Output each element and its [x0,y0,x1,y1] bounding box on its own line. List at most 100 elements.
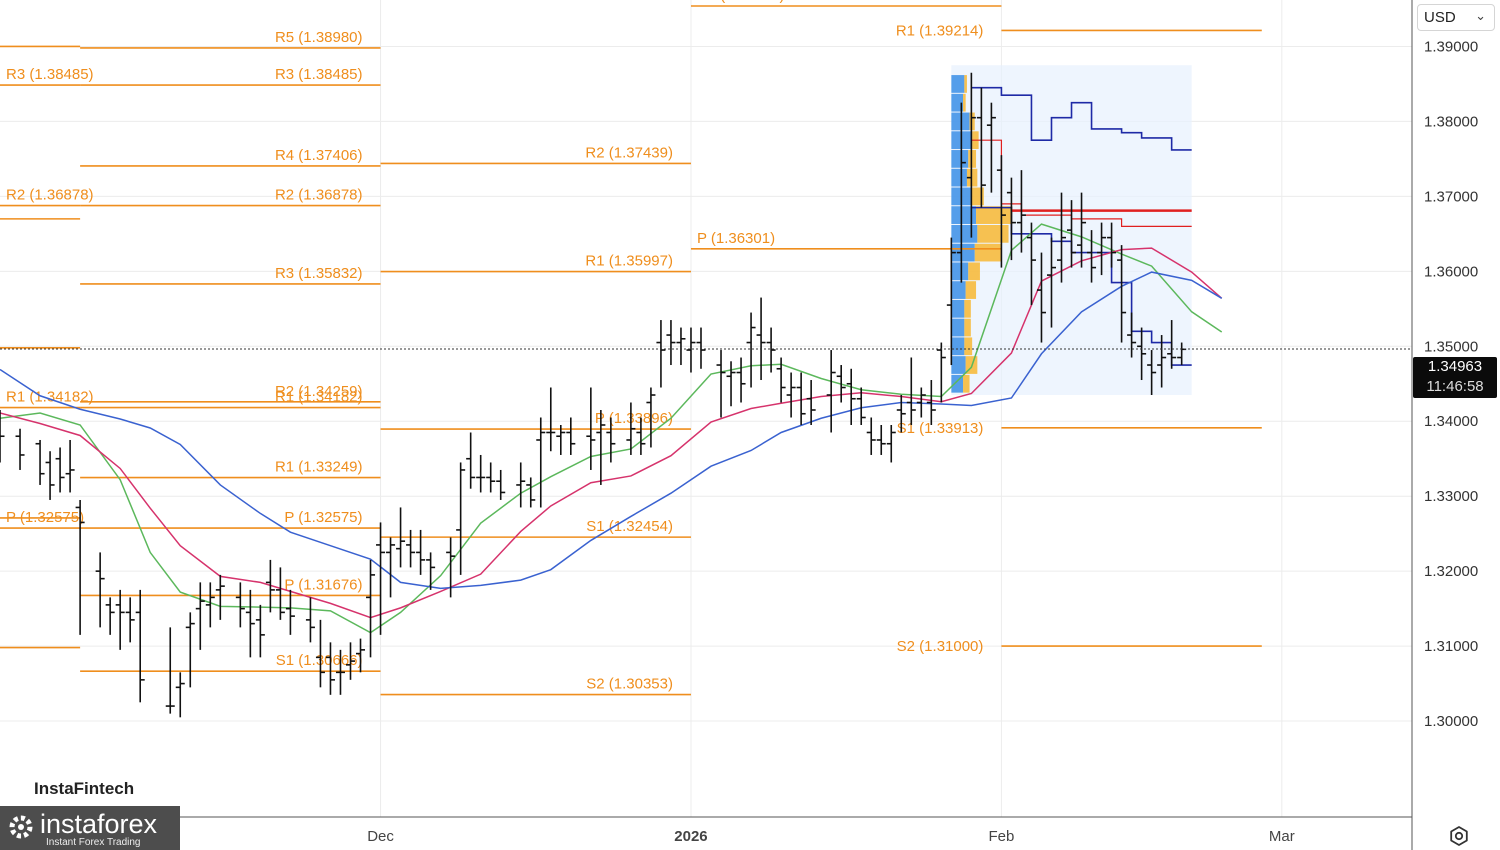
pivot-label: R4 (1.37406) [275,147,363,164]
ohlc-bar [426,552,436,590]
value-area-high-line [971,86,1192,151]
ohlc-bar [115,589,125,650]
ohlc-bar [125,597,135,643]
pivot-label: P (1.31676) [284,576,362,593]
volume-profile-bar [964,337,973,356]
ohlc-bar [45,451,55,500]
volume-profile-bar [974,243,1001,262]
ohlc-bar [536,417,546,508]
ohlc-bar [1147,350,1157,396]
volume-profile-bar [951,206,977,224]
ohlc-bar [596,409,606,485]
ohlc-bar [215,574,225,620]
ohlc-bar [526,477,536,508]
price-bars [0,72,1187,718]
ohlc-bar [926,380,936,425]
volume-profile-bar [951,281,966,299]
volume-profile-bar [951,374,964,393]
ohlc-bar [556,424,566,455]
pivot-label: R1 (1.35997) [585,253,673,270]
ohlc-bar [956,102,966,283]
volume-profile-bar [951,337,965,356]
ohlc-bar [396,507,406,568]
volume-profile-bar [951,150,969,168]
ohlc-bar [546,387,556,452]
ohlc-bar [466,432,476,489]
instaforex-logo: instaforex Instant Forex Trading [0,806,180,850]
volume-profile-bar [976,206,1013,224]
ohlc-bar [456,462,466,575]
x-tick-label: 2026 [674,828,707,845]
ohlc-bar [416,529,426,575]
ohlc-bar [1167,320,1177,369]
pivot-label: R3 (1.35832) [275,265,363,282]
volume-profile-bar [951,112,970,131]
pivot-label: S2 (1.31000) [897,638,984,655]
y-tick-label: 1.31000 [1424,638,1478,655]
y-tick-label: 1.37000 [1424,188,1478,205]
ohlc-bar [726,361,736,407]
ohlc-bar [496,469,506,500]
ohlc-bar [285,589,295,635]
instaforex-mark-icon [9,815,33,839]
ohlc-bar [406,529,416,568]
ohlc-bar [1036,252,1046,343]
ohlc-bar [486,462,496,493]
ohlc-bar [335,649,345,695]
ohlc-bar [516,462,526,508]
ohlc-bar [586,387,596,470]
ohlc-bar [976,87,986,208]
ma-mid-line [0,247,1223,619]
ohlc-bar [35,439,45,485]
volume-profile-bar [951,262,969,281]
pivot-label: S1 (1.33913) [897,420,984,437]
ohlc-bar [1046,237,1056,328]
instafintech-logo: InstaFintech [20,773,156,805]
volume-profile-bar [964,75,967,93]
ohlc-bar [1127,312,1137,358]
ohlc-bar [856,387,866,425]
pivot-label: R2 (1.36878) [6,187,94,204]
y-tick-label: 1.36000 [1424,263,1478,280]
ohlc-bar [1016,170,1026,253]
ohlc-bar [356,638,366,673]
ohlc-bar [656,320,666,388]
chevron-down-icon: ⌄ [1475,8,1486,23]
ohlc-bar [1137,327,1147,381]
ohlc-bar [646,387,656,448]
ohlc-bar [315,619,325,688]
instaforex-tagline: Instant Forex Trading [46,837,141,848]
volume-profile-bar [951,318,965,337]
ohlc-bar [966,72,976,238]
ohlc-bar [696,327,706,369]
ohlc-bar [766,327,776,373]
ohlc-bar [606,417,616,463]
y-tick-label: 1.33000 [1424,488,1478,505]
pivot-label: R1 (1.39214) [896,22,984,39]
current-price-tag: 1.34963 11:46:58 [1413,357,1497,398]
ohlc-bar [686,327,696,373]
ohlc-bar [205,582,215,628]
ohlc-bar [55,447,65,493]
pivot-label: R3 (1.38485) [6,66,94,83]
ohlc-bar [446,537,456,598]
ohlc-bar [866,417,876,455]
pivot-label: R3 (1.39540) [697,0,785,4]
ohlc-bar [836,365,846,403]
pivot-label: P (1.32575) [284,509,362,526]
ohlc-bar [1117,245,1127,343]
settings-icon[interactable] [1447,824,1471,848]
ohlc-bar [946,237,956,366]
ohlc-bar [936,342,946,403]
ohlc-bar [916,387,926,418]
ohlc-bar [676,327,686,366]
ohlc-bar [1087,230,1097,283]
currency-select[interactable]: USD ⌄ [1417,4,1495,31]
ohlc-bar [626,402,636,455]
ohlc-bar [195,582,205,650]
y-tick-label: 1.34000 [1424,413,1478,430]
ohlc-bar [896,395,906,433]
instaforex-name: instaforex [40,809,158,839]
